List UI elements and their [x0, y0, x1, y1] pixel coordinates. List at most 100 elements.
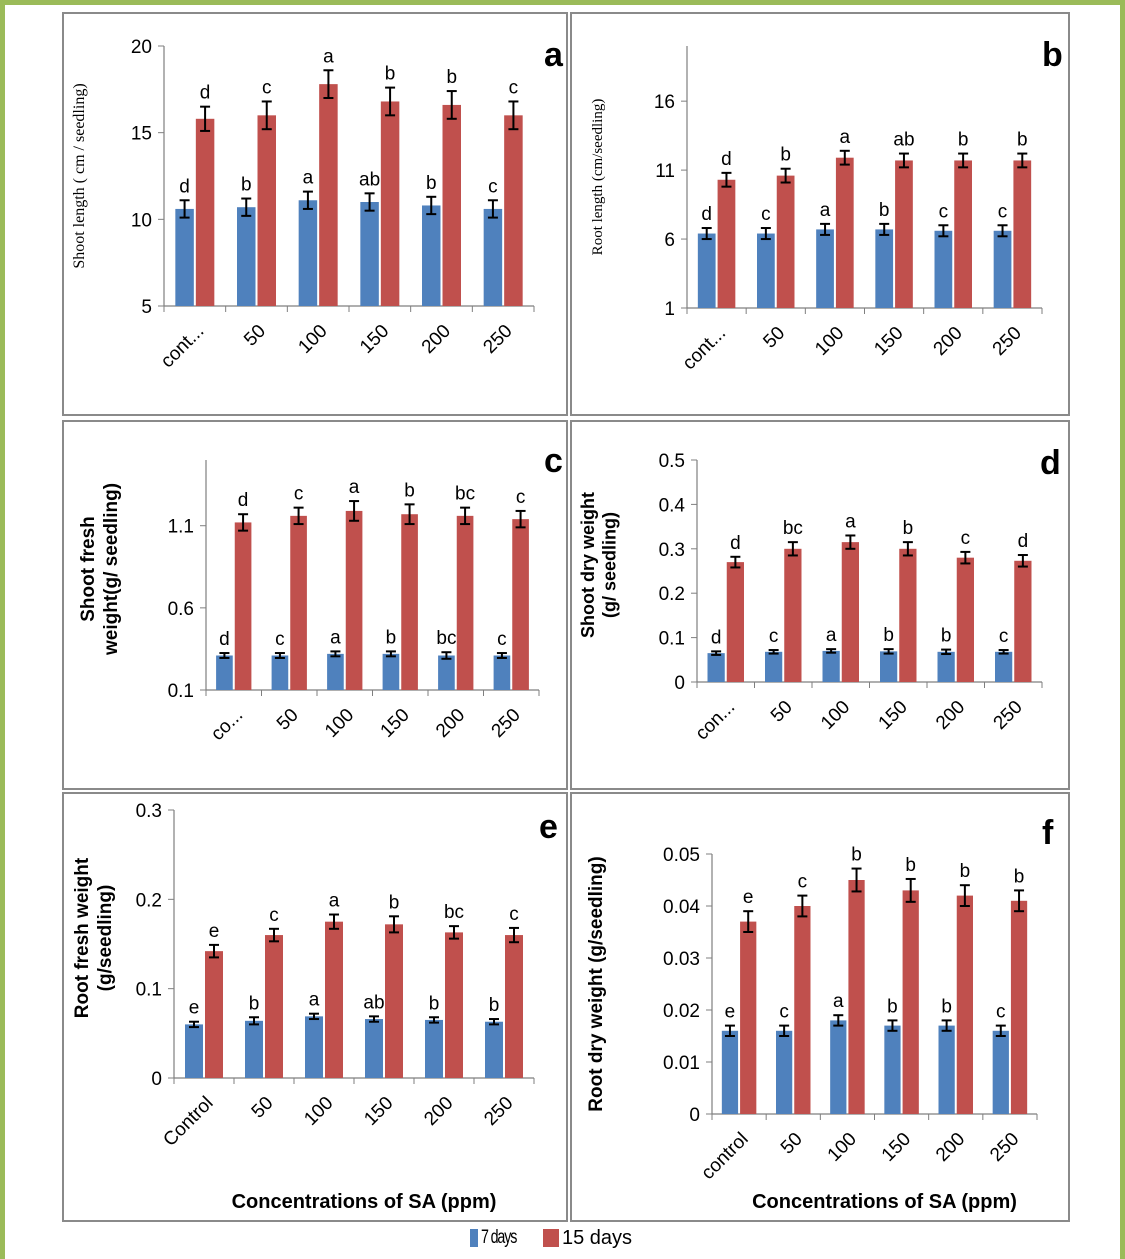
bar-15-days-250	[504, 115, 523, 306]
x-tick-label: 250	[986, 1129, 1023, 1166]
bar-7-days-control	[721, 1030, 739, 1114]
significance-label: bc	[436, 628, 456, 649]
x-tick-label: 150	[377, 705, 414, 742]
y-axis-label: Shoot dry weight(g/ seedling)	[578, 492, 620, 638]
x-tick-label: Control	[159, 1093, 217, 1151]
significance-label: c	[996, 1002, 1006, 1023]
x-tick-label: 250	[989, 323, 1026, 360]
bar-15-days-Control	[205, 951, 223, 1078]
bar-15-days-50	[257, 115, 276, 306]
significance-label: c	[999, 626, 1009, 647]
y-tick-label: 11	[655, 161, 675, 182]
significance-label: b	[958, 130, 969, 151]
bar-7-days-150	[884, 1025, 901, 1114]
bar-7-days-250	[485, 1021, 503, 1078]
significance-label: a	[820, 200, 831, 221]
significance-label: d	[219, 629, 230, 650]
panel-letter: f	[1042, 814, 1054, 852]
bar-7-days-250	[992, 1030, 1009, 1114]
bar-7-days-250	[993, 230, 1012, 308]
significance-label: c	[262, 77, 272, 98]
panel-letter: c	[544, 442, 563, 480]
significance-label: b	[389, 892, 400, 913]
panel-a: 5 10 15 20 d d cont... b c 50 a a 100 ab b 150 b b 200 c c 25…	[62, 12, 568, 416]
bar-7-days-100	[298, 200, 318, 306]
bar-7-days-150	[360, 202, 379, 306]
y-tick-label: 0.1	[659, 629, 685, 650]
bar-15-days-100	[325, 921, 343, 1078]
y-tick-label: 0.03	[663, 949, 700, 970]
x-tick-label: 50	[767, 697, 797, 727]
significance-label: b	[941, 626, 952, 647]
bar-7-days-200	[438, 655, 455, 690]
bar-15-days-150	[380, 101, 400, 306]
bar-7-days-100	[305, 1016, 323, 1078]
significance-label: b	[386, 627, 397, 648]
significance-label: b	[879, 200, 890, 221]
bar-15-days-200	[954, 160, 972, 308]
x-tick-label: 200	[432, 705, 469, 742]
bar-15-days-200	[456, 515, 474, 690]
significance-label: b	[887, 996, 898, 1017]
x-tick-label: 50	[777, 1129, 807, 1159]
significance-label: b	[960, 861, 971, 882]
bar-15-days-con...	[726, 562, 744, 682]
significance-label: c	[269, 905, 279, 926]
bar-15-days-100	[835, 157, 854, 308]
y-tick-label: 6	[664, 230, 675, 251]
y-axis-label: Root fresh weight(g/seedling)	[72, 857, 116, 1018]
x-tick-label: 50	[240, 321, 270, 351]
bar-15-days-150	[401, 514, 418, 690]
bar-7-days-50	[237, 207, 256, 306]
significance-label: e	[189, 998, 200, 1019]
chart-b-svg: 161116ddcont...cb50aa100bab150cb200cb250…	[590, 36, 1063, 374]
bar-7-days-250	[483, 208, 503, 306]
bar-7-days-con...	[707, 653, 725, 682]
bar-7-days-cont...	[175, 208, 194, 306]
significance-label: b	[1017, 130, 1028, 151]
x-tick-label: 100	[824, 1129, 861, 1166]
y-tick-label: 0.01	[663, 1053, 700, 1074]
significance-label: a	[330, 627, 341, 648]
bar-15-days-200	[956, 557, 974, 682]
y-tick-label: 0.4	[659, 495, 686, 516]
y-axis-label: Shoot freshweight(g/ seedling)	[78, 483, 122, 656]
x-tick-label: 100	[321, 705, 358, 742]
y-tick-label: 0.05	[663, 845, 700, 866]
bar-7-days-cont...	[697, 233, 716, 308]
panel-letter: b	[1042, 36, 1063, 74]
significance-label: a	[309, 990, 320, 1011]
y-tick-label: 1.1	[168, 517, 194, 538]
significance-label: b	[385, 64, 396, 85]
legend-label-15-days: 15 days	[562, 1226, 633, 1249]
panel-c: 0.1 0.6 1.1 d d co... c c 50 a a 100 b b 150 bc bc 200 c c 2…	[62, 420, 568, 790]
x-tick-label: 250	[990, 697, 1027, 734]
bar-15-days-100	[841, 542, 859, 682]
significance-label: b	[241, 175, 252, 196]
bar-15-days-250	[505, 935, 523, 1078]
x-axis-label: Concentrations of SA (ppm)	[752, 1191, 1017, 1213]
x-tick-label: 100	[817, 697, 854, 734]
chart-a-svg: 5 10 15 20 d d cont... b c 50 a a 100 ab b 150 b b 200 c c 25…	[71, 36, 564, 372]
bar-7-days-co...	[216, 655, 233, 690]
x-tick-label: 150	[878, 1129, 915, 1166]
x-tick-label: 250	[488, 705, 525, 742]
significance-label: c	[294, 484, 304, 505]
x-tick-label: 100	[294, 321, 331, 358]
x-tick-label: 100	[300, 1093, 337, 1130]
significance-label: a	[329, 891, 340, 912]
significance-label: c	[998, 201, 1008, 222]
significance-label: c	[509, 77, 518, 98]
bar-15-days-250	[1013, 160, 1032, 308]
bar-7-days-50	[245, 1020, 263, 1078]
significance-label: c	[769, 626, 779, 647]
panel-e: 0 0.1 0.2 0.3 e e Control b c 50 a a 100 ab b 150 b bc 200…	[62, 792, 568, 1222]
x-tick-label: co...	[207, 705, 247, 745]
x-tick-label: 200	[932, 1129, 969, 1166]
panel-d: 0 0.1 0.2 0.3 0.4 0.5 d d con... c bc 50 a a 100 b b 150 b…	[570, 420, 1070, 790]
bar-7-days-100	[327, 653, 344, 690]
legend-swatch-7-days	[470, 1229, 478, 1247]
bar-15-days-150	[385, 924, 403, 1078]
y-tick-label: 5	[141, 297, 152, 318]
figure-caption	[0, 1254, 1125, 1259]
